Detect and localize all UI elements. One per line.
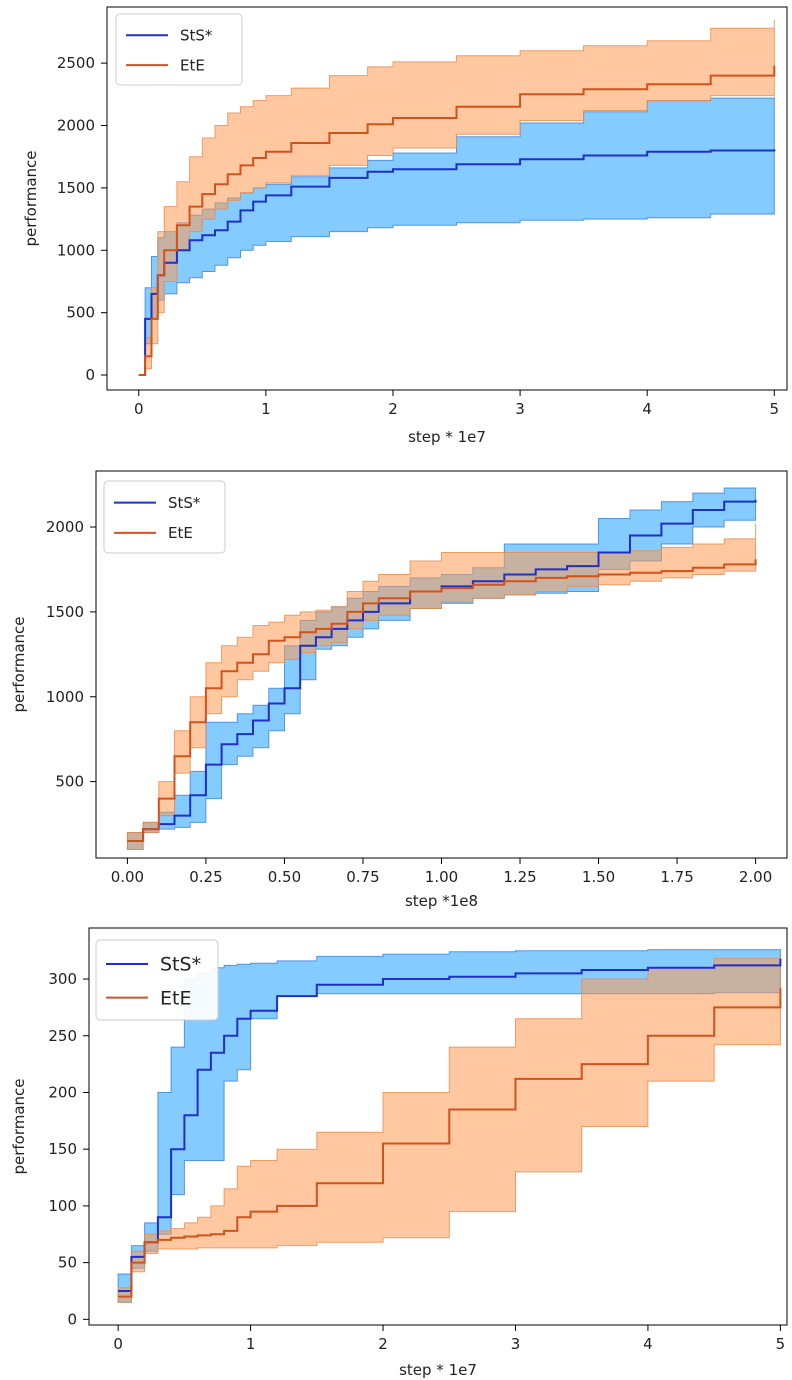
line-sts-chart3 [118, 958, 782, 1292]
x-tick-label: 1.25 [503, 868, 536, 886]
x-tick-label: 4 [643, 1335, 653, 1353]
x-axis-label: step * 1e7 [399, 1361, 477, 1379]
x-tick-label: 2.00 [739, 868, 772, 886]
legend-chart1: StS* EtE [115, 13, 243, 86]
legend-box [95, 939, 219, 1021]
panel-top: 0 1 2 3 4 5 0 500 1000 1500 2000 2500 step * 1e7 perf… [22, 6, 788, 446]
line-ete-chart3 [118, 988, 782, 1298]
x-tick-label: 0.25 [189, 868, 222, 886]
band-ete-chart1 [138, 19, 775, 376]
x-tick-label: 3 [511, 1335, 521, 1353]
x-tick-label: 1.50 [582, 868, 615, 886]
legend-label: StS* [160, 954, 201, 976]
line-ete-chart1 [138, 65, 776, 376]
plot-frame-chart3 [88, 927, 788, 1326]
x-tick-label: 0 [134, 400, 144, 418]
y-axis-label: performance [10, 1078, 28, 1174]
y-axis-label: performance [22, 150, 40, 246]
y-tick-label: 50 [58, 1254, 77, 1272]
legend-label: EtE [180, 56, 205, 74]
x-tick-label: 4 [642, 400, 652, 418]
panel-middle: 0.00 0.25 0.50 0.75 1.00 1.25 1.50 1.75 2.00 500 1… [10, 470, 788, 910]
y-tick-label: 1500 [57, 179, 95, 197]
legend-label: StS* [168, 494, 201, 512]
legend-box [115, 13, 243, 86]
y-tick-label: 250 [48, 1027, 77, 1045]
y-tick-label: 150 [48, 1140, 77, 1158]
x-axis-label: step *1e8 [405, 892, 478, 910]
legend-label: StS* [180, 27, 213, 45]
x-tick-label: 0.00 [111, 868, 144, 886]
x-tick-label: 1.75 [660, 868, 693, 886]
y-tick-label: 0 [85, 366, 95, 384]
x-tick-label: 0.75 [346, 868, 379, 886]
y-tick-label: 100 [48, 1197, 77, 1215]
x-tick-label: 2 [388, 400, 398, 418]
x-tick-label: 5 [776, 1335, 786, 1353]
x-tick-label: 2 [378, 1335, 388, 1353]
y-tick-label: 1000 [46, 688, 84, 706]
x-tick-label: 1 [261, 400, 271, 418]
y-tick-label: 2000 [57, 117, 95, 135]
y-tick-label: 0 [67, 1310, 77, 1328]
x-tick-label: 1.00 [425, 868, 458, 886]
legend-box [103, 480, 226, 554]
x-tick-label: 5 [770, 400, 780, 418]
line-ete-chart2 [127, 559, 757, 842]
x-tick-label: 0.50 [268, 868, 301, 886]
y-tick-label: 500 [55, 773, 84, 791]
legend-label: EtE [160, 987, 191, 1009]
y-axis-label: performance [10, 616, 28, 712]
y-tick-label: 1000 [57, 241, 95, 259]
legend-chart2: StS* EtE [103, 480, 226, 554]
y-tick-label: 200 [48, 1083, 77, 1101]
x-axis-label: step * 1e7 [408, 428, 486, 446]
x-tick-label: 0 [113, 1335, 123, 1353]
y-tick-label: 2500 [57, 54, 95, 72]
y-tick-label: 500 [66, 304, 95, 322]
x-tick-label: 1 [246, 1335, 256, 1353]
y-tick-label: 300 [48, 970, 77, 988]
legend-chart3: StS* EtE [95, 939, 219, 1021]
y-tick-label: 2000 [46, 518, 84, 536]
legend-label: EtE [168, 524, 193, 542]
y-tick-label: 1500 [46, 603, 84, 621]
x-tick-label: 3 [515, 400, 525, 418]
plot-frame-chart1 [106, 6, 788, 391]
